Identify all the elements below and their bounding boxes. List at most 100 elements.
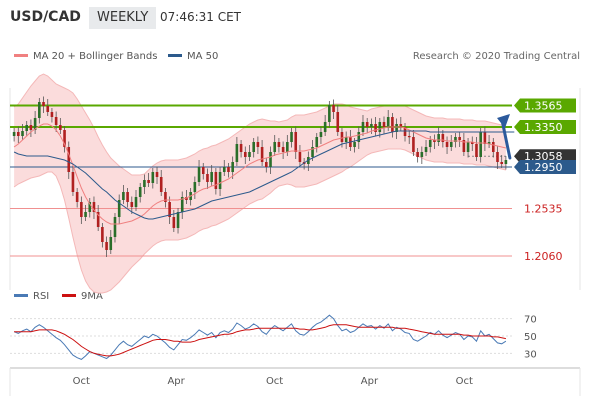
level-label-1-2060: 1.2060	[524, 250, 563, 263]
candle-83	[361, 115, 365, 136]
candle-13	[67, 141, 71, 179]
candle-50	[222, 160, 226, 176]
candle-35	[159, 170, 163, 196]
candle-111	[479, 128, 482, 163]
candle-84	[365, 118, 369, 133]
candle-9	[50, 108, 54, 123]
legend-ma50: MA 50	[168, 51, 218, 62]
candle-64	[281, 141, 285, 159]
legend-rsi-ma-label: 9MA	[81, 291, 103, 302]
candle-45	[201, 163, 205, 180]
candle-21	[101, 223, 104, 248]
candle-7	[42, 96, 45, 113]
rsi-panel: 70 50 30	[10, 314, 537, 360]
candle-47	[210, 165, 213, 186]
candle-15	[75, 188, 79, 208]
level-label-1-3565: 1.3565	[514, 98, 576, 113]
candle-98	[424, 140, 428, 156]
candle-60	[265, 158, 268, 173]
svg-text:1.3058: 1.3058	[524, 150, 563, 163]
ma20-line	[13, 123, 507, 225]
candle-110	[475, 137, 478, 161]
candle-59	[260, 140, 264, 166]
candle-34	[155, 166, 159, 184]
candle-75	[328, 101, 331, 128]
timeframe-selector[interactable]: WEEKLY	[89, 7, 157, 29]
ma50-line	[13, 130, 515, 220]
candle-33	[151, 168, 155, 189]
candle-6	[38, 98, 41, 124]
bollinger-bands	[13, 73, 507, 294]
candle-103	[445, 136, 449, 154]
candle-43	[193, 176, 197, 199]
candle-100	[433, 134, 436, 149]
candle-20	[96, 205, 100, 231]
legend-ma20: MA 20 + Bollinger Bands	[14, 51, 157, 62]
candle-29	[134, 190, 138, 211]
candle-92	[399, 117, 403, 131]
header-bar: USD/CAD WEEKLY 07:46:31 CET	[0, 0, 590, 36]
bollinger-band-area	[14, 74, 506, 293]
candle-109	[470, 136, 474, 151]
svg-text:1.2535: 1.2535	[524, 203, 563, 216]
symbol-title: USD/CAD	[10, 9, 81, 25]
candle-113	[487, 135, 491, 148]
candle-101	[437, 127, 440, 146]
candle-67	[294, 126, 298, 159]
candle-24	[113, 213, 117, 243]
level-label-1-3058: 1.3058	[514, 149, 576, 164]
bollinger-upper	[13, 73, 507, 176]
candle-10	[54, 111, 58, 132]
candle-46	[206, 168, 209, 189]
x-tick-2: Oct	[266, 376, 283, 387]
candle-22	[105, 236, 108, 257]
legend-ma50-label: MA 50	[187, 51, 219, 62]
candle-90	[391, 113, 394, 138]
candle-91	[395, 118, 398, 139]
legend-rsi-ma-swatch	[62, 293, 76, 297]
level-label-1-3350: 1.3350	[514, 120, 576, 134]
candle-105	[454, 133, 457, 148]
candle-11	[59, 118, 62, 134]
candle-112	[483, 126, 487, 151]
legend-rsi-ma: 9MA	[62, 291, 103, 302]
x-tick-0: Oct	[73, 376, 90, 387]
candle-58	[256, 136, 260, 154]
candle-12	[63, 126, 66, 153]
credit-text: Research © 2020 Trading Central	[412, 51, 580, 62]
candle-81	[353, 138, 356, 153]
candle-73	[319, 126, 323, 144]
candle-114	[491, 138, 495, 158]
candle-86	[374, 117, 377, 136]
rsi-tick-50: 50	[524, 332, 537, 343]
candle-117	[504, 156, 508, 170]
rsi-line	[13, 314, 507, 360]
candle-66	[290, 128, 293, 148]
candle-14	[71, 165, 75, 196]
candle-31	[143, 174, 146, 194]
candle-25	[117, 194, 121, 224]
candle-39	[176, 208, 180, 234]
candle-37	[168, 196, 171, 224]
candle-36	[164, 188, 167, 208]
candle-61	[269, 146, 272, 174]
candle-19	[92, 196, 96, 219]
candle-17	[84, 205, 87, 221]
clock-time: 07:46:31 CET	[160, 10, 241, 24]
candle-0	[12, 128, 16, 142]
candle-23	[109, 230, 113, 254]
candle-48	[214, 168, 218, 195]
candle-30	[138, 183, 142, 203]
candle-32	[147, 173, 150, 187]
candle-88	[382, 116, 386, 134]
candle-95	[412, 130, 415, 156]
candle-108	[466, 138, 470, 158]
svg-text:1.2950: 1.2950	[524, 161, 563, 174]
legend-ma20-label: MA 20 + Bollinger Bands	[33, 51, 158, 62]
candle-116	[500, 155, 503, 168]
legend-rsi-label: RSI	[33, 291, 50, 302]
candle-8	[46, 99, 50, 116]
candle-53	[235, 137, 239, 166]
